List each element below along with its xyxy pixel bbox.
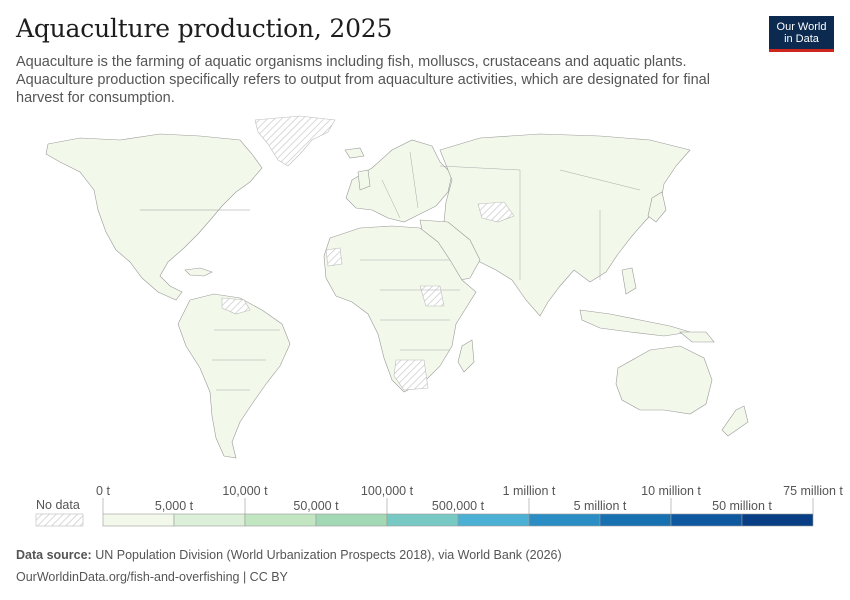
new-zealand-region[interactable]: [721, 405, 749, 437]
africa-region[interactable]: [323, 225, 477, 393]
data-source: Data source: UN Population Division (Wor…: [16, 548, 562, 562]
legend-bin[interactable]: [599, 513, 672, 527]
greenland-region[interactable]: [254, 115, 336, 167]
legend-tick-label: 100,000 t: [361, 484, 414, 498]
east-africa-region[interactable]: [419, 285, 445, 307]
legend-bin[interactable]: [244, 513, 317, 527]
legend-tick-label: 75 million t: [783, 484, 843, 498]
central-asia-region[interactable]: [477, 201, 515, 223]
north-america-region[interactable]: [45, 133, 263, 301]
logo-line-2: in Data: [784, 33, 819, 45]
source-text[interactable]: UN Population Division (World Urbanizati…: [95, 548, 562, 562]
chart-subtitle: Aquaculture is the farming of aquatic or…: [16, 54, 710, 106]
legend-tick-label: 10 million t: [641, 484, 701, 498]
legend-bin[interactable]: [386, 513, 459, 527]
legend-tick-label: 1 million t: [503, 484, 556, 498]
legend-bin[interactable]: [315, 513, 388, 527]
legend-tick-label: 50,000 t: [293, 499, 339, 513]
caribbean-region[interactable]: [184, 267, 213, 277]
legend-bin[interactable]: [670, 513, 743, 527]
legend-tick-label: 5,000 t: [155, 499, 194, 513]
owid-logo[interactable]: Our World in Data: [769, 16, 834, 52]
legend-bin[interactable]: [457, 513, 530, 527]
asia-region[interactable]: [439, 133, 691, 317]
philippines-region[interactable]: [621, 267, 637, 295]
legend-tick-label: 5 million t: [574, 499, 627, 513]
papua-region[interactable]: [679, 331, 715, 343]
madagascar-region[interactable]: [457, 339, 475, 373]
indonesia-region[interactable]: [579, 309, 691, 337]
legend-tick-label: 500,000 t: [432, 499, 485, 513]
legend-bin[interactable]: [528, 513, 601, 527]
no-data-label: No data: [36, 498, 80, 512]
venezuela-region[interactable]: [221, 297, 251, 315]
australia-region[interactable]: [615, 345, 713, 415]
chart-title: Aquaculture production, 2025: [16, 14, 393, 43]
legend-bin[interactable]: [102, 513, 175, 527]
world-map[interactable]: [0, 110, 850, 470]
no-data-swatch[interactable]: [35, 513, 84, 527]
uk-region[interactable]: [357, 169, 371, 191]
logo-line-1: Our World: [776, 21, 827, 33]
western-sahara-region[interactable]: [325, 247, 343, 267]
japan-region[interactable]: [647, 191, 667, 223]
legend-tick-label: 50 million t: [712, 499, 772, 513]
credit-line[interactable]: OurWorldinData.org/fish-and-overfishing …: [16, 570, 288, 584]
legend-bin[interactable]: [741, 513, 814, 527]
legend-bin[interactable]: [173, 513, 246, 527]
south-america-region[interactable]: [177, 293, 291, 459]
legend-tick-label: 10,000 t: [222, 484, 268, 498]
legend-tick-label: 0 t: [96, 484, 110, 498]
iceland-region[interactable]: [344, 147, 365, 159]
color-legend: No data 0 t 10,000 t 100,000 t 1 million t 1…: [35, 484, 843, 527]
europe-region[interactable]: [345, 139, 453, 223]
southern-africa-region[interactable]: [393, 359, 429, 391]
source-label: Data source:: [16, 548, 92, 562]
